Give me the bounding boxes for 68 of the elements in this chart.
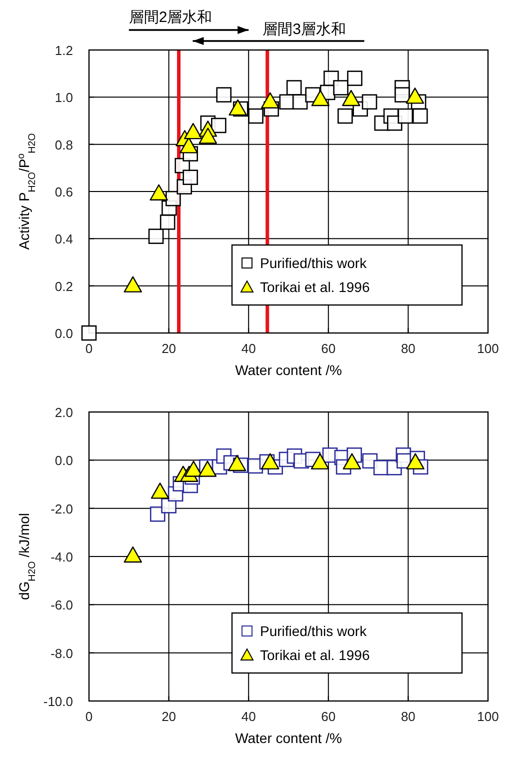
point xyxy=(198,128,217,144)
point xyxy=(184,122,202,140)
point xyxy=(150,482,170,499)
point xyxy=(228,99,247,116)
point xyxy=(211,118,226,134)
text: 層間2層水和 xyxy=(128,9,212,26)
y-tick-label: 0.8 xyxy=(54,137,73,152)
text: 層間3層水和 xyxy=(262,21,346,38)
x-tick-label: 80 xyxy=(400,709,416,724)
legend-label: Purified/this work xyxy=(260,255,368,271)
y-tick-label: -8.0 xyxy=(50,646,73,661)
x-tick-label: 60 xyxy=(321,341,336,356)
x-tick-label: 20 xyxy=(162,709,176,724)
y-tick-label: 0.0 xyxy=(54,326,73,341)
point xyxy=(342,453,362,470)
point xyxy=(184,460,203,477)
point xyxy=(180,137,198,154)
point xyxy=(394,87,410,102)
y-tick-label: 1.0 xyxy=(54,90,73,106)
point xyxy=(406,88,424,104)
point xyxy=(148,228,164,244)
x-tick-label: 40 xyxy=(241,341,256,356)
point xyxy=(150,184,168,200)
point xyxy=(261,453,280,470)
y-tick-label: -10.0 xyxy=(43,694,73,709)
point xyxy=(81,325,97,341)
x-axis-title: Water content /% xyxy=(235,362,342,378)
x-tick-label: 0 xyxy=(85,341,93,356)
point xyxy=(228,454,246,472)
point xyxy=(124,276,142,292)
point xyxy=(398,108,414,124)
point xyxy=(124,546,142,563)
point xyxy=(311,90,330,106)
y-tick-label: 1.2 xyxy=(54,43,73,58)
y-tick-label: 0.4 xyxy=(54,232,73,247)
point xyxy=(338,108,353,124)
point xyxy=(248,108,264,124)
y-tick-label: -6.0 xyxy=(50,598,73,613)
x-axis-title: Water content /% xyxy=(235,730,342,746)
legend-label: Torikai et al. 1996 xyxy=(260,279,370,295)
x-tick-label: 60 xyxy=(321,709,336,724)
y-tick-label: -4.0 xyxy=(50,550,73,564)
x-tick-label: 20 xyxy=(162,341,176,356)
y-tick-label: 2.0 xyxy=(54,405,73,420)
point xyxy=(342,90,360,106)
y-tick-label: -2.0 xyxy=(50,501,73,516)
point xyxy=(261,92,280,108)
point xyxy=(333,80,348,96)
x-tick-label: 80 xyxy=(400,341,416,356)
legend-label: Torikai et al. 1996 xyxy=(260,647,370,663)
point xyxy=(286,80,302,96)
point xyxy=(362,94,378,110)
x-tick-label: 100 xyxy=(477,709,499,724)
point xyxy=(160,214,176,230)
point xyxy=(406,453,424,470)
y-tick-label: 0.0 xyxy=(54,453,73,468)
y-tick-label: 0.2 xyxy=(54,278,73,294)
point xyxy=(216,87,232,102)
point xyxy=(182,170,198,185)
point xyxy=(310,453,330,470)
point xyxy=(347,70,362,86)
y-tick-label: 0.6 xyxy=(54,184,73,200)
point xyxy=(292,94,308,110)
legend-label: Purified/this work xyxy=(260,623,368,639)
point xyxy=(166,190,181,206)
x-tick-label: 100 xyxy=(477,341,499,356)
x-tick-label: 40 xyxy=(241,709,256,724)
x-tick-label: 0 xyxy=(85,709,93,724)
